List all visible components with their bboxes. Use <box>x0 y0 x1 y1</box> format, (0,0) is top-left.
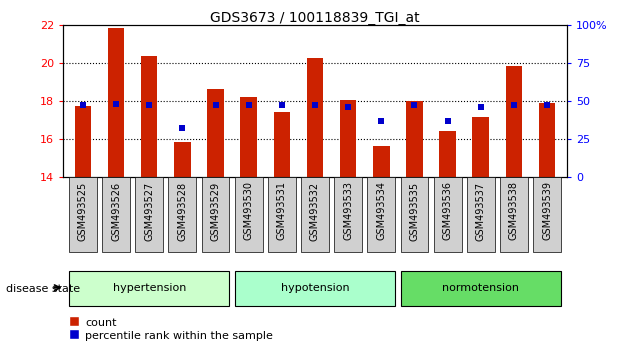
Text: GSM493528: GSM493528 <box>178 181 187 241</box>
FancyBboxPatch shape <box>533 177 561 252</box>
Legend: count, percentile rank within the sample: count, percentile rank within the sample <box>69 317 273 341</box>
FancyBboxPatch shape <box>335 177 362 252</box>
FancyBboxPatch shape <box>69 177 97 252</box>
Text: GSM493526: GSM493526 <box>111 181 121 241</box>
Text: GSM493539: GSM493539 <box>542 181 552 240</box>
Bar <box>241 97 257 177</box>
Text: GSM493529: GSM493529 <box>210 181 220 241</box>
FancyBboxPatch shape <box>467 177 495 252</box>
Bar <box>439 131 456 177</box>
FancyBboxPatch shape <box>401 177 428 252</box>
Text: hypotension: hypotension <box>281 283 349 293</box>
Text: GDS3673 / 100118839_TGI_at: GDS3673 / 100118839_TGI_at <box>210 11 420 25</box>
Text: GSM493532: GSM493532 <box>310 181 320 241</box>
Text: hypertension: hypertension <box>113 283 186 293</box>
FancyBboxPatch shape <box>301 177 329 252</box>
FancyBboxPatch shape <box>102 177 130 252</box>
FancyBboxPatch shape <box>235 177 263 252</box>
Text: GSM493534: GSM493534 <box>376 181 386 240</box>
Bar <box>539 103 556 177</box>
Bar <box>472 117 489 177</box>
Text: GSM493536: GSM493536 <box>443 181 452 240</box>
Bar <box>340 100 357 177</box>
FancyBboxPatch shape <box>268 177 295 252</box>
Bar <box>108 28 124 177</box>
FancyBboxPatch shape <box>135 177 163 252</box>
FancyBboxPatch shape <box>500 177 528 252</box>
FancyBboxPatch shape <box>235 271 395 306</box>
Text: GSM493530: GSM493530 <box>244 181 254 240</box>
Text: GSM493531: GSM493531 <box>277 181 287 240</box>
Bar <box>174 142 191 177</box>
FancyBboxPatch shape <box>202 177 229 252</box>
FancyBboxPatch shape <box>69 271 229 306</box>
FancyBboxPatch shape <box>433 177 462 252</box>
Text: GSM493537: GSM493537 <box>476 181 486 241</box>
Text: normotension: normotension <box>442 283 519 293</box>
Text: disease state: disease state <box>6 284 81 293</box>
Text: GSM493535: GSM493535 <box>410 181 420 241</box>
Bar <box>307 58 323 177</box>
Bar <box>141 56 158 177</box>
FancyBboxPatch shape <box>401 271 561 306</box>
Bar <box>207 90 224 177</box>
Bar <box>373 145 389 177</box>
Bar <box>406 101 423 177</box>
Bar <box>273 112 290 177</box>
Text: GSM493525: GSM493525 <box>78 181 88 241</box>
FancyBboxPatch shape <box>168 177 197 252</box>
Bar <box>506 66 522 177</box>
Bar <box>74 105 91 177</box>
Text: GSM493533: GSM493533 <box>343 181 353 240</box>
Text: GSM493538: GSM493538 <box>509 181 519 240</box>
Text: GSM493527: GSM493527 <box>144 181 154 241</box>
FancyBboxPatch shape <box>367 177 395 252</box>
